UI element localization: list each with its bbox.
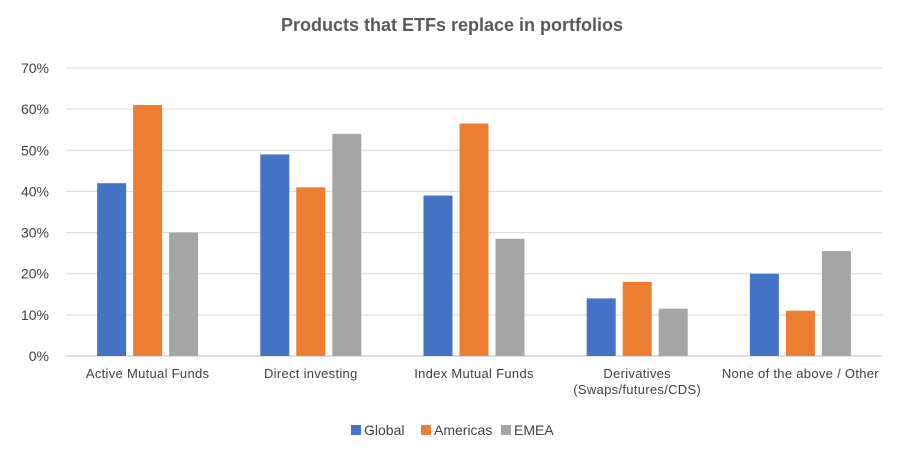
bar-global-3	[586, 298, 616, 356]
bar-global-1	[260, 154, 290, 356]
bar-americas-1	[296, 187, 326, 356]
bar-global-2	[423, 195, 453, 356]
y-axis-tick-labels: 0% 10% 20% 30% 40% 50% 60% 70%	[21, 60, 49, 364]
bar-global-4	[749, 273, 779, 356]
legend-item-global: Global	[351, 422, 404, 438]
bars	[97, 105, 851, 357]
legend-label: EMEA	[514, 422, 554, 438]
legend-label: Americas	[434, 422, 492, 438]
x-category-label: Direct investing	[264, 366, 358, 381]
x-category-label: Index Mutual Funds	[414, 366, 534, 381]
x-category-label: Active Mutual Funds	[86, 366, 210, 381]
bar-emea-3	[658, 308, 688, 356]
legend-item-emea: EMEA	[501, 422, 554, 438]
legend-item-americas: Americas	[421, 422, 492, 438]
x-category-label: Derivatives (Swaps/futures/CDS)	[573, 366, 701, 397]
y-tick-label: 40%	[21, 183, 49, 199]
bar-emea-1	[332, 133, 362, 356]
bar-americas-0	[133, 105, 163, 357]
y-tick-label: 50%	[21, 142, 49, 158]
legend: Global Americas EMEA	[351, 422, 554, 438]
y-tick-label: 70%	[21, 60, 49, 76]
x-category-label: None of the above / Other	[722, 366, 879, 381]
legend-swatch	[421, 425, 431, 435]
chart-title: Products that ETFs replace in portfolios	[281, 15, 623, 35]
legend-swatch	[351, 425, 361, 435]
bar-emea-0	[169, 232, 199, 356]
bar-emea-4	[821, 251, 851, 356]
y-tick-label: 20%	[21, 266, 49, 282]
y-tick-label: 0%	[29, 348, 49, 364]
bar-americas-3	[622, 281, 652, 356]
y-tick-label: 30%	[21, 225, 49, 241]
bar-americas-4	[785, 310, 815, 356]
bar-emea-2	[495, 238, 525, 356]
y-tick-label: 10%	[21, 307, 49, 323]
legend-swatch	[501, 425, 511, 435]
bar-americas-2	[459, 123, 489, 357]
legend-label: Global	[364, 422, 404, 438]
bar-global-0	[97, 183, 127, 356]
y-tick-label: 60%	[21, 101, 49, 117]
x-axis-category-labels: Active Mutual Funds Direct investing Index…	[86, 366, 879, 397]
